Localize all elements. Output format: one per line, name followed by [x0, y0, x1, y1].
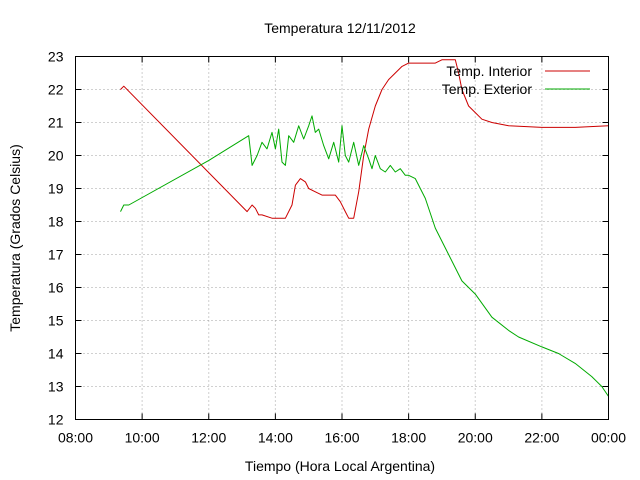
y-tick-label: 13 [48, 379, 64, 395]
series-line-exterior [120, 115, 609, 397]
legend-label: Temp. Exterior [442, 81, 533, 97]
legend: Temp. Interior Temp. Exterior [442, 63, 590, 97]
x-tick-label: 14:00 [258, 430, 293, 446]
chart-title: Temperatura 12/11/2012 [264, 20, 416, 36]
x-tick-label: 18:00 [391, 430, 426, 446]
y-tick-label: 17 [48, 247, 64, 263]
y-tick-label: 15 [48, 313, 64, 329]
plot-frame [75, 56, 609, 420]
y-tick-label: 19 [48, 181, 64, 197]
x-tick-label: 12:00 [191, 430, 226, 446]
x-tick-label: 16:00 [324, 430, 359, 446]
series-lines [120, 59, 609, 397]
legend-label: Temp. Interior [446, 63, 532, 79]
y-tick-label: 12 [48, 412, 64, 428]
series-line-interior [120, 59, 609, 219]
x-tick-label: 10:00 [125, 430, 160, 446]
y-tick-label: 20 [48, 148, 64, 164]
x-tick-label: 22:00 [524, 430, 559, 446]
x-tick-label: 00:00 [591, 430, 626, 446]
x-tick-label: 08:00 [58, 430, 93, 446]
y-tick-label: 23 [48, 49, 64, 65]
y-tick-label: 18 [48, 214, 64, 230]
axis-ticks: 08:00 10:00 12:00 14:00 16:00 18:00 20:00 22:00… [48, 49, 626, 446]
y-axis-label: Temperatura (Grados Celsius) [7, 144, 23, 332]
y-tick-label: 14 [48, 346, 64, 362]
y-tick-label: 16 [48, 280, 64, 296]
x-tick-label: 20:00 [458, 430, 493, 446]
y-tick-label: 22 [48, 82, 64, 98]
grid [75, 56, 609, 420]
y-tick-label: 21 [48, 115, 64, 131]
x-axis-label: Tiempo (Hora Local Argentina) [245, 458, 435, 474]
